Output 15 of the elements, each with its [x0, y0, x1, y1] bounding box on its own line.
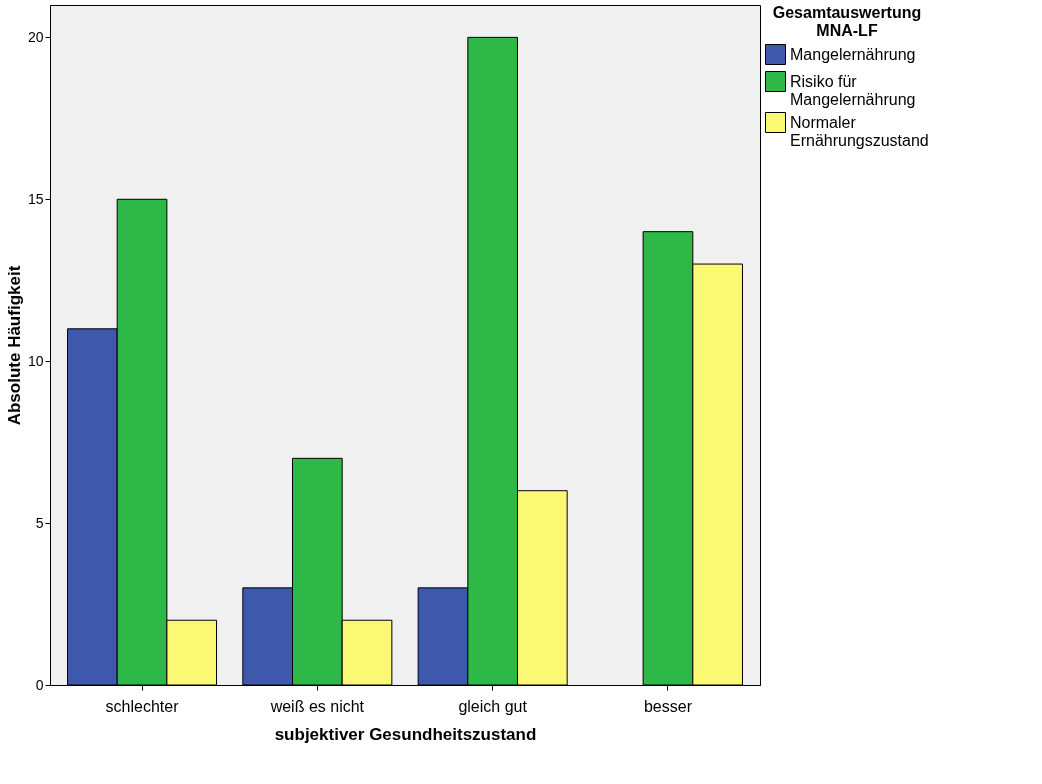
x-tick-label: besser	[643, 697, 693, 715]
legend-label: Mangelernährung	[790, 45, 916, 63]
legend-title: Gesamtauswertung MNA-LF	[772, 4, 922, 39]
y-tick-label: 20	[27, 28, 44, 45]
x-tick-label: weiß es nicht	[269, 697, 365, 715]
x-axis-title: subjektiver Gesundheitszustand	[274, 724, 537, 744]
y-tick-label: 10	[27, 352, 44, 369]
y-tick-label: 15	[27, 190, 44, 207]
x-tick-label: gleich gut	[458, 697, 528, 715]
y-tick-label: 0	[35, 676, 44, 693]
y-axis-title: Absolute Häufigkeit	[4, 265, 24, 426]
y-tick-label: 5	[35, 514, 44, 531]
legend-label: Risiko für Mangelernährung	[790, 72, 916, 108]
x-tick-label: schlechter	[105, 697, 180, 715]
legend-label: Normaler Ernährungszustand	[790, 113, 929, 149]
